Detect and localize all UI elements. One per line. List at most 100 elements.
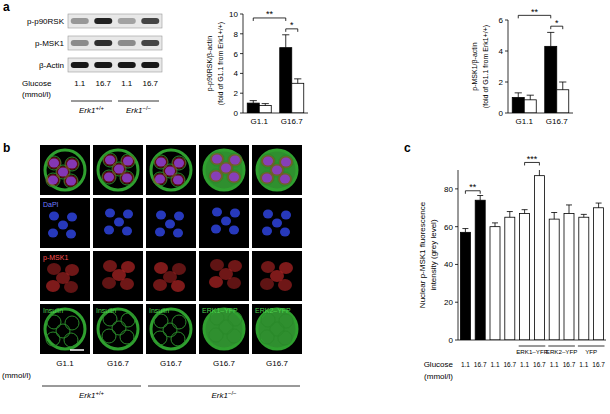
glucose-value: G16.7 [213,359,235,368]
micrograph-tile [199,145,249,195]
nucleus [122,227,132,236]
insulin-signal [45,309,85,349]
panel-label: c [404,141,411,155]
nucleus [280,175,290,184]
nucleus [123,157,133,166]
micrograph-tile [93,145,143,195]
blot-strip [68,14,162,28]
nucleus [211,172,221,181]
glucose-value: G1.1 [56,359,74,368]
nucleus [263,210,273,219]
y-tick-label: 10 [229,10,238,19]
bar [247,103,259,113]
pmsk1-signal [270,164,284,176]
bar [534,176,544,340]
pmsk1-signal [219,162,233,174]
y-tick-label: 4 [499,47,504,56]
nucleus [272,166,282,175]
y-tick [505,20,508,21]
nucleus [104,226,114,235]
cell-outline [46,332,60,346]
gene: Erk1 [79,391,95,400]
panel-label: b [3,141,10,155]
insulin-signal [45,150,85,190]
nucleus [48,176,58,185]
micrograph-tile [199,198,249,248]
nucleus [155,228,165,237]
micrograph-tile [40,251,90,301]
tile-background [146,304,196,354]
blot-band [94,62,112,68]
cell-outline [227,329,241,343]
micrograph-tile [146,304,196,354]
y-axis-label: p-MSK1/β-actin [471,42,479,90]
bar [490,227,500,340]
unit-label: (mmol/l) [2,371,31,380]
error-bar [559,82,566,90]
tile-background [199,145,249,195]
cell-outline [112,321,126,335]
gene: Erk1 [126,106,142,115]
y-axis-label: p-p90RSK/β-actin [206,36,214,91]
group-line [148,386,300,387]
glucose-value: G16.7 [107,359,129,368]
category-label: G1.1 [516,117,534,126]
y-tick [505,82,508,83]
cell-outline [163,323,177,337]
bar [520,213,530,340]
y-tick-label: 40 [444,260,453,269]
tile-label: Insulin [96,307,116,314]
bar [280,48,292,113]
y-tick [240,73,243,74]
error-bar [522,210,528,214]
tile-background [40,304,90,354]
pmsk1-signal [56,166,70,178]
error-bar [282,35,289,48]
blot-band [141,62,159,68]
glucose-value: 1.1 [121,79,133,88]
category-label: G1.1 [251,117,269,126]
insulin-signal [204,150,244,190]
category-label: 16.7 [474,361,487,368]
yfp-signal [257,309,297,349]
category-label: 1.1 [461,361,470,368]
error-bar [507,212,513,218]
bar [475,200,485,340]
blot-band [118,18,136,24]
x-axis-label: Glucose [424,360,454,369]
cell-outline [65,316,79,330]
scale-bar [70,349,84,351]
cell-outline [261,313,275,327]
group-label: ERK1–YFP [516,348,548,355]
nucleus [122,174,132,183]
nucleus [114,218,124,227]
nucleus [66,230,76,239]
tile-label: DaPI [43,201,59,208]
group-line [118,101,159,102]
micrograph-tile [93,251,143,301]
nucleus [155,175,165,184]
bar [460,232,470,340]
plot-area [460,170,603,340]
error-bar [536,170,542,176]
blot-band [141,18,159,24]
nucleus [262,227,272,236]
blot-band [118,62,136,68]
figure: abcp-p90RSKp-MSK1β-ActinGlucose1.116.71.… [0,0,610,414]
y-tick-label: 6 [499,16,504,25]
gene: Erk1 [79,106,95,115]
tile-background [252,251,302,301]
nucleus [105,156,115,165]
y-tick-label: 0 [449,336,454,345]
y-axis [458,170,459,340]
genotype: −/− [142,105,151,111]
tile-background [146,251,196,301]
y-tick [455,226,458,227]
y-tick [505,51,508,52]
group-line [42,386,141,387]
cell-outline [121,313,135,327]
genotype: +/+ [95,105,104,111]
micrograph-tile [252,304,302,354]
pmsk1-signal [112,163,126,175]
y-tick-label: 4 [234,69,239,78]
